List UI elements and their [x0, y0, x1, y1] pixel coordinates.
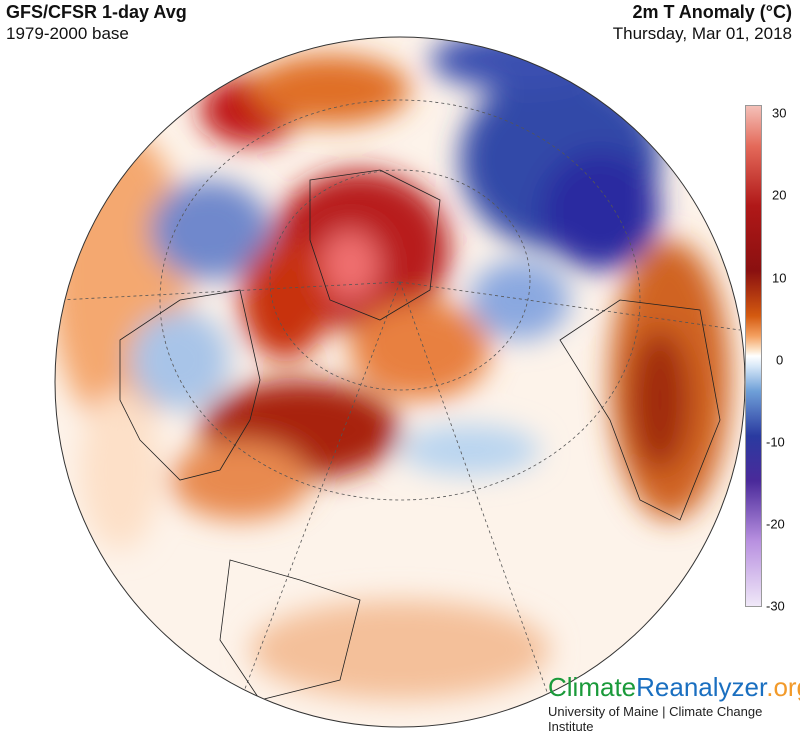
logo-part: Climate	[548, 672, 637, 702]
logo-part: Reanalyzer	[636, 672, 767, 702]
colorbar-tick: 0	[776, 352, 784, 368]
colorbar-tick: -20	[766, 516, 785, 532]
variable-title: 2m T Anomaly (°C)	[632, 2, 792, 22]
colorbar-tick: -30	[766, 598, 785, 614]
map-title: GFS/CFSR 1-day Avg	[6, 2, 187, 22]
colorbar-tick: 20	[772, 187, 787, 203]
colorbar-tick: 30	[772, 105, 787, 121]
institution-label: University of Maine | Climate Change Ins…	[548, 704, 763, 734]
colorbar-tick: -10	[766, 434, 785, 450]
baseline-label: 1979-2000 base	[6, 24, 129, 43]
colorbar	[745, 105, 762, 607]
climate-reanalyzer-logo[interactable]: ClimateReanalyzer.org	[548, 672, 800, 703]
colorbar-tick: 10	[772, 270, 787, 286]
logo-part: .org	[766, 672, 800, 702]
date-label: Thursday, Mar 01, 2018	[612, 24, 792, 43]
